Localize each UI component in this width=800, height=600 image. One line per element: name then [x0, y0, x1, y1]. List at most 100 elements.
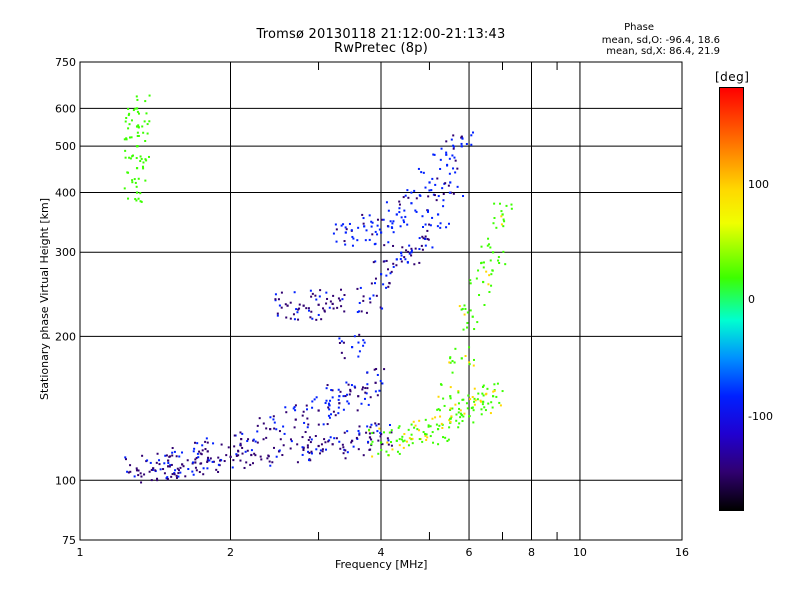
data-point — [372, 261, 375, 264]
data-point — [170, 463, 173, 466]
data-point — [124, 156, 127, 159]
data-point — [232, 459, 235, 462]
data-point — [457, 390, 460, 393]
data-point — [373, 368, 376, 371]
data-point — [278, 449, 281, 452]
data-point — [436, 428, 440, 431]
data-point — [379, 306, 382, 309]
data-point — [265, 427, 268, 430]
data-point — [336, 306, 339, 309]
data-point — [387, 209, 390, 212]
data-point — [496, 382, 499, 385]
data-point — [206, 456, 209, 459]
data-point — [421, 225, 424, 228]
data-point — [382, 260, 385, 263]
data-point — [355, 436, 358, 439]
data-point — [422, 171, 425, 174]
data-point — [410, 423, 413, 426]
data-point — [256, 441, 259, 444]
data-point — [198, 471, 201, 474]
data-point — [346, 393, 349, 396]
data-point — [468, 415, 471, 418]
data-point — [385, 259, 388, 262]
data-point — [480, 400, 483, 403]
data-point — [447, 222, 450, 225]
data-point — [457, 391, 460, 394]
data-point — [444, 182, 447, 185]
data-point — [485, 270, 488, 273]
data-point — [334, 414, 337, 417]
data-point — [437, 408, 440, 411]
data-point — [339, 447, 342, 450]
data-point — [403, 221, 406, 224]
data-point — [362, 344, 365, 347]
data-point — [337, 388, 340, 391]
data-point — [152, 467, 155, 470]
data-point — [194, 461, 197, 464]
data-point — [349, 390, 352, 393]
data-point — [240, 437, 243, 441]
data-point — [495, 226, 498, 229]
data-point — [366, 425, 369, 428]
data-point — [173, 472, 176, 475]
data-point — [413, 189, 416, 192]
data-point — [430, 189, 433, 192]
data-point — [489, 412, 492, 415]
data-point — [385, 274, 388, 277]
data-point — [315, 396, 318, 399]
data-point — [414, 424, 417, 427]
data-point — [386, 441, 389, 444]
data-point — [146, 132, 149, 135]
data-point — [402, 446, 405, 449]
data-point — [350, 384, 353, 387]
data-point — [363, 397, 366, 400]
data-point — [390, 431, 393, 434]
data-point — [217, 470, 220, 473]
data-point — [401, 246, 404, 249]
data-point — [136, 131, 139, 134]
data-point — [137, 126, 140, 129]
data-point — [358, 350, 361, 353]
data-point — [171, 473, 174, 476]
data-point — [374, 390, 377, 393]
x-tick-label: 4 — [378, 546, 385, 559]
data-point — [487, 283, 490, 286]
data-point — [220, 459, 223, 462]
data-point — [416, 428, 419, 431]
data-point — [468, 361, 471, 364]
data-point — [456, 167, 459, 170]
data-point — [489, 259, 492, 262]
data-point — [364, 391, 367, 394]
data-point — [398, 207, 401, 210]
data-point — [380, 273, 383, 276]
data-point — [140, 200, 143, 203]
data-point — [340, 288, 343, 291]
data-point — [469, 309, 472, 312]
data-point — [436, 177, 439, 180]
data-point — [174, 469, 177, 472]
data-point — [330, 389, 333, 392]
data-point — [136, 145, 139, 148]
data-point — [466, 326, 469, 329]
data-point — [440, 147, 443, 150]
data-point — [273, 421, 276, 424]
data-point — [319, 449, 322, 452]
data-point — [438, 424, 441, 427]
data-point — [192, 461, 195, 464]
data-point — [452, 134, 455, 137]
data-point — [124, 458, 127, 461]
data-point — [205, 437, 208, 440]
data-point — [148, 155, 151, 158]
data-point — [139, 192, 142, 195]
data-point — [400, 251, 403, 254]
data-point — [439, 415, 442, 418]
data-point — [453, 361, 456, 364]
data-point — [465, 402, 468, 405]
data-point — [307, 423, 310, 426]
data-point — [266, 457, 269, 460]
data-point — [345, 228, 348, 231]
data-point — [489, 246, 492, 249]
data-point — [357, 395, 360, 398]
data-point — [353, 335, 356, 338]
data-point — [293, 318, 296, 321]
